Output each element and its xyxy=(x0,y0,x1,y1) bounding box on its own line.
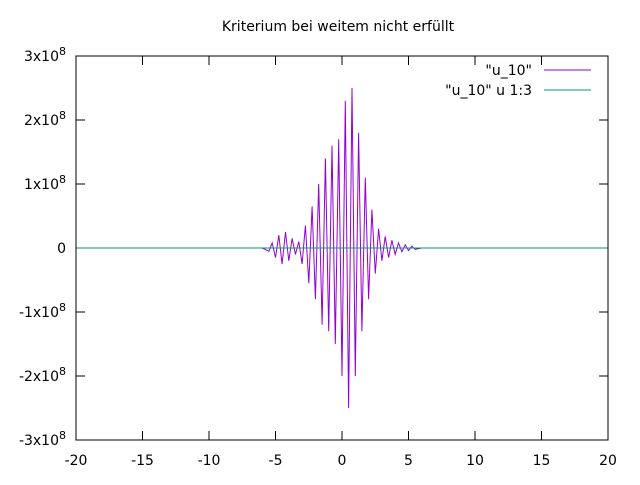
plot-area xyxy=(76,87,608,409)
x-tick-label: 5 xyxy=(404,453,413,469)
chart-title: Kriterium bei weitem nicht erfüllt xyxy=(222,19,455,35)
y-tick-label: 3x108 xyxy=(24,45,66,65)
series-line-1 xyxy=(261,87,422,409)
y-tick-label: 0 xyxy=(57,241,66,257)
x-tick-label: 0 xyxy=(338,453,347,469)
x-tick-label: -20 xyxy=(65,453,88,469)
x-tick-label: 20 xyxy=(599,453,617,469)
x-tick-label: 15 xyxy=(533,453,551,469)
legend-label: "u_10" xyxy=(485,63,532,79)
x-tick-label: 10 xyxy=(466,453,484,469)
y-tick-label: -2x108 xyxy=(19,365,66,385)
x-tick-label: -10 xyxy=(198,453,221,469)
y-tick-label: -1x108 xyxy=(19,301,66,321)
x-tick-label: -15 xyxy=(131,453,154,469)
y-tick-label: -3x108 xyxy=(19,429,66,449)
legend-label: "u_10" u 1:3 xyxy=(445,83,532,99)
plot-frame xyxy=(75,55,609,441)
y-tick-label: 1x108 xyxy=(24,173,66,193)
legend: "u_10" "u_10" u 1:3 xyxy=(445,63,591,99)
x-tick-label: -5 xyxy=(269,453,283,469)
x-axis: -20 -15 -10 -5 0 5 10 15 20 xyxy=(65,56,617,469)
y-tick-label: 2x108 xyxy=(24,109,66,129)
